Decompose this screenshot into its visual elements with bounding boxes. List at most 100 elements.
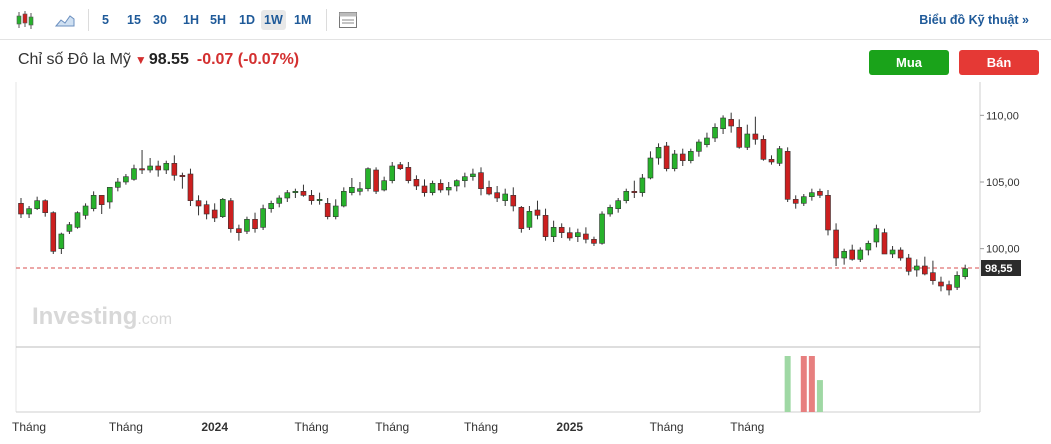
- x-tick-label: Tháng: [12, 420, 46, 434]
- candle-body: [494, 192, 500, 199]
- candle-body: [566, 232, 573, 239]
- candle-body: [244, 219, 250, 232]
- candle-body: [453, 180, 460, 187]
- y-tick-label: 100,00: [986, 244, 1020, 256]
- candle-body: [413, 179, 420, 187]
- candle-body: [752, 133, 759, 140]
- timeframe-1d[interactable]: 1D: [239, 13, 255, 27]
- candle-body: [688, 151, 694, 161]
- x-tick-label: Tháng: [295, 420, 329, 434]
- candle-body: [429, 183, 436, 193]
- candle-body: [817, 191, 823, 196]
- last-price: 98.55: [148, 51, 189, 68]
- candle-body: [397, 164, 404, 169]
- candle-body: [66, 224, 73, 232]
- candle-body: [655, 147, 662, 159]
- candle-body: [268, 203, 274, 209]
- volume-bar: [808, 356, 815, 412]
- candle-body: [18, 203, 24, 215]
- instrument-name: Chỉ số Đô la Mỹ: [18, 51, 131, 68]
- volume-bar: [784, 356, 791, 412]
- candle-body: [736, 127, 743, 148]
- candle-body: [300, 191, 307, 196]
- timeframe-5[interactable]: 5: [102, 13, 109, 27]
- x-tick-label: Tháng: [109, 420, 143, 434]
- candle-body: [260, 208, 266, 228]
- technical-chart-link[interactable]: Biểu đồ Kỹ thuật »: [919, 13, 1029, 27]
- candlestick-icon[interactable]: [14, 10, 36, 30]
- candle-body: [607, 207, 613, 215]
- candle-body: [252, 219, 258, 229]
- candle-body: [784, 151, 791, 200]
- candle-body: [639, 177, 646, 193]
- candle-body: [913, 265, 920, 271]
- buy-button[interactable]: Mua: [869, 50, 949, 75]
- candle-body: [236, 228, 242, 233]
- current-price-label: 98,55: [985, 263, 1013, 275]
- candle-body: [849, 249, 856, 260]
- candle-body: [195, 200, 202, 207]
- candle-body: [228, 200, 234, 229]
- timeframe-15[interactable]: 15: [127, 13, 141, 27]
- candle-body: [510, 195, 517, 207]
- y-tick-label: 110,00: [986, 110, 1019, 122]
- timeframe-1h[interactable]: 1H: [183, 13, 199, 27]
- candle-body: [26, 208, 32, 215]
- sell-button[interactable]: Bán: [959, 50, 1039, 75]
- candle-body: [591, 239, 597, 244]
- candle-body: [800, 196, 807, 204]
- candle-body: [583, 233, 589, 240]
- candle-body: [470, 173, 476, 177]
- candle-body: [768, 159, 775, 163]
- candle-body: [623, 191, 630, 201]
- candle-body: [123, 176, 129, 183]
- candle-body: [518, 207, 525, 229]
- candle-body: [599, 213, 605, 244]
- timeframe-30[interactable]: 30: [153, 13, 167, 27]
- candle-body: [139, 168, 145, 171]
- candle-body: [865, 243, 872, 251]
- current-price-badge: [981, 260, 1021, 276]
- candle-body: [478, 172, 484, 189]
- candle-body: [405, 167, 412, 181]
- x-tick-label: 2025: [556, 420, 583, 434]
- candle-body: [897, 249, 904, 259]
- candle-body: [131, 168, 137, 180]
- timeframe-5h[interactable]: 5H: [210, 13, 226, 27]
- candle-body: [211, 209, 218, 219]
- candle-body: [115, 181, 121, 188]
- x-tick-label: Tháng: [375, 420, 409, 434]
- candle-body: [930, 272, 936, 281]
- timeframe-1w[interactable]: 1W: [261, 10, 286, 30]
- area-chart-icon[interactable]: [54, 10, 76, 30]
- timeframe-1m[interactable]: 1M: [294, 13, 312, 27]
- candle-body: [857, 249, 864, 260]
- candle-body: [163, 163, 170, 171]
- candle-body: [502, 193, 509, 201]
- candle-body: [696, 141, 702, 152]
- x-tick-label: 2024: [201, 420, 228, 434]
- candle-body: [833, 229, 839, 259]
- candle-body: [155, 165, 161, 171]
- candle-body: [316, 199, 323, 201]
- candle-body: [34, 200, 40, 209]
- candle-body: [219, 199, 226, 217]
- indicator-panel-icon[interactable]: [337, 10, 359, 30]
- candle-body: [809, 192, 815, 197]
- candle-body: [841, 251, 847, 259]
- candle-body: [558, 227, 565, 233]
- candle-body: [486, 187, 492, 195]
- candle-body: [284, 192, 291, 199]
- candle-body: [445, 187, 452, 191]
- investing-watermark-logo: Investing.com: [32, 303, 172, 330]
- candle-body: [679, 153, 686, 161]
- toolbar-divider: [88, 9, 89, 31]
- candle-body: [542, 215, 549, 237]
- candle-body: [663, 145, 670, 169]
- candle-body: [365, 168, 371, 189]
- candle-body: [349, 187, 355, 193]
- candle-body: [58, 233, 65, 249]
- candle-body: [340, 191, 347, 207]
- x-tick-label: Tháng: [730, 420, 764, 434]
